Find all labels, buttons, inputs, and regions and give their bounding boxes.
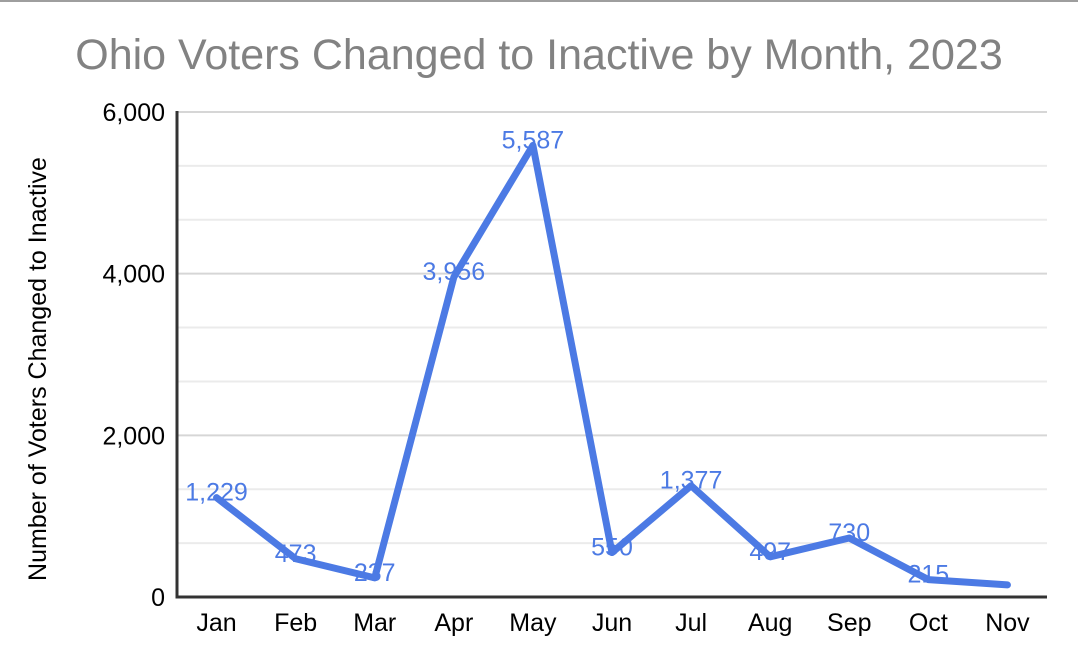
y-tick-label: 4,000 <box>102 261 165 289</box>
x-tick-label: Jul <box>675 609 707 637</box>
x-tick-label: May <box>509 609 557 637</box>
x-tick-label: Mar <box>353 609 396 637</box>
data-label: 730 <box>828 519 870 547</box>
data-label: 550 <box>591 534 633 562</box>
x-tick-label: Oct <box>909 609 948 637</box>
x-tick-label: Apr <box>434 609 473 637</box>
data-line <box>213 141 1011 589</box>
y-tick-label: 6,000 <box>102 99 165 127</box>
data-label: 497 <box>749 538 791 566</box>
x-tick-label: Jun <box>592 609 632 637</box>
x-tick-label: Nov <box>985 609 1030 637</box>
y-tick-label: 2,000 <box>102 422 165 450</box>
y-tick-label: 0 <box>151 584 165 612</box>
chart-title: Ohio Voters Changed to Inactive by Month… <box>75 31 1003 79</box>
x-tick-label: Jan <box>196 609 236 637</box>
x-tick-label: Aug <box>748 609 792 637</box>
data-label: 1,377 <box>660 467 723 495</box>
data-label: 3,956 <box>423 258 486 286</box>
x-tick-label: Feb <box>274 609 317 637</box>
data-label: 237 <box>354 559 396 587</box>
data-label: 473 <box>275 540 317 568</box>
data-label: 5,587 <box>502 126 565 154</box>
top-border-line <box>0 0 1078 2</box>
x-tick-label: Sep <box>827 609 871 637</box>
data-label: 215 <box>908 561 950 589</box>
data-label: 1,229 <box>185 479 248 507</box>
